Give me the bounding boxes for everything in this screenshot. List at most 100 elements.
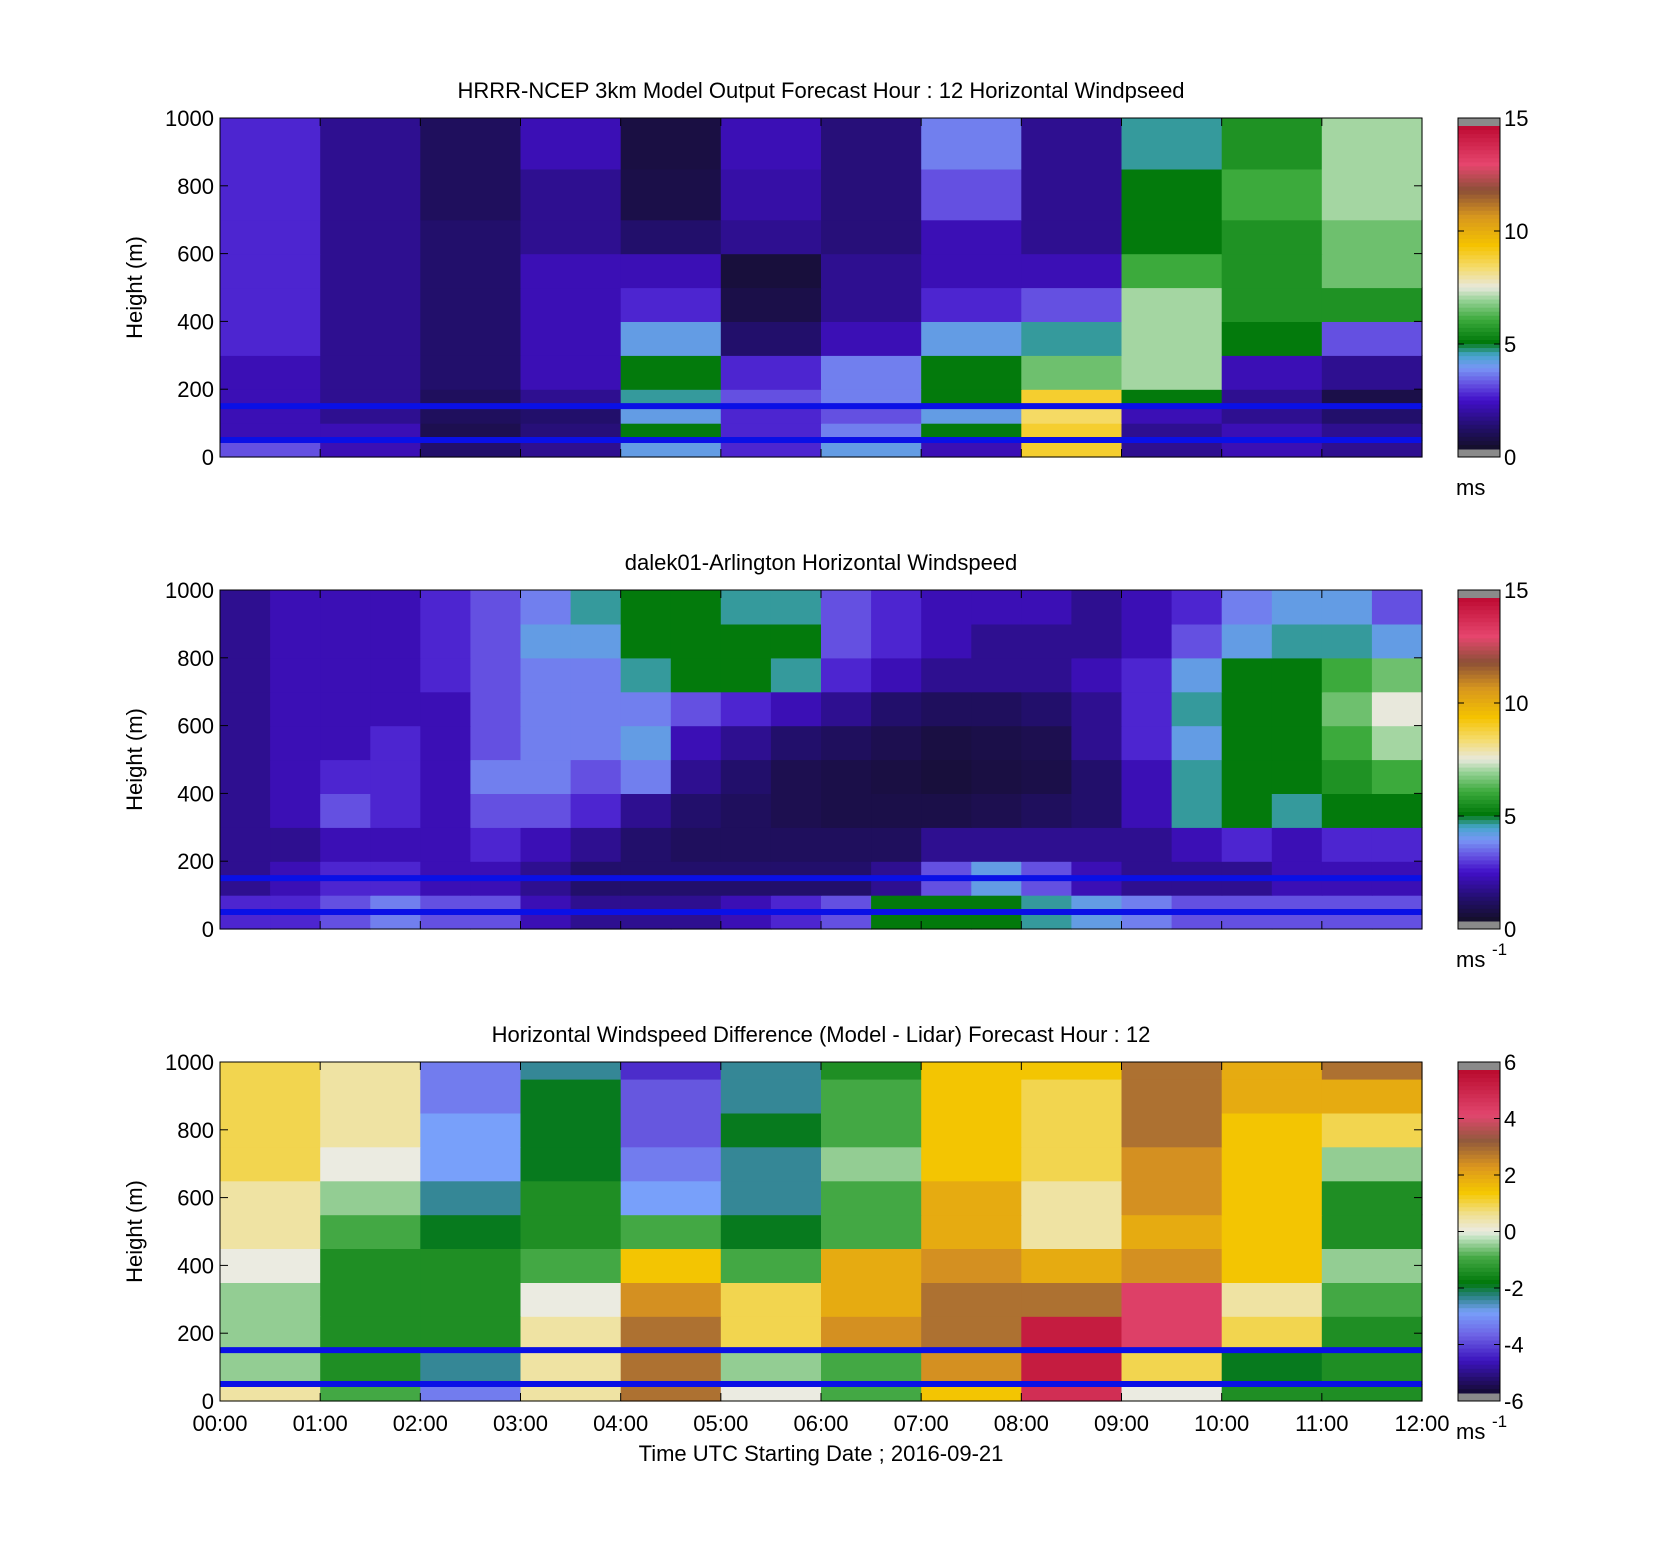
heatmap-cell: [1321, 219, 1423, 255]
heatmap-cell: [720, 253, 822, 289]
colorbar-segment: [1458, 811, 1500, 817]
colorbar-segment: [1458, 154, 1500, 159]
colorbar-segment: [1458, 1292, 1500, 1297]
colorbar-segment: [1458, 1320, 1500, 1325]
heatmap-cell: [420, 389, 522, 407]
heatmap-cell: [921, 1282, 1022, 1317]
y-tick-label: 0: [202, 917, 214, 942]
heatmap-cell: [620, 793, 672, 828]
heatmap-cell: [1221, 1079, 1323, 1114]
colorbar-segment: [1458, 658, 1500, 664]
heatmap-cell: [220, 1282, 321, 1317]
heatmap-cell: [520, 590, 572, 625]
heatmap-cell: [821, 1384, 922, 1402]
colorbar-segment: [1458, 892, 1500, 898]
heatmap-cell: [1321, 321, 1423, 356]
colorbar-segment: [1458, 1110, 1500, 1115]
heatmap-cell: [620, 1384, 722, 1402]
colorbar-segment: [1458, 388, 1500, 393]
colorbar-segment: [1458, 178, 1500, 184]
colorbar-segment: [1458, 158, 1500, 163]
colorbar-segment: [1458, 868, 1500, 874]
colorbar-segment: [1458, 646, 1500, 651]
heatmap-cell: [1021, 725, 1072, 761]
heatmap-cell: [821, 355, 922, 390]
heatmap-cell: [1071, 725, 1123, 761]
colorbar-segment: [1458, 230, 1500, 236]
heatmap-cell: [620, 827, 672, 862]
colorbar-tick-label: 2: [1504, 1163, 1516, 1188]
heatmap-cell: [1321, 1146, 1423, 1182]
heatmap-cell: [921, 1062, 1022, 1080]
heatmap-cell: [1021, 1350, 1123, 1385]
heatmap-cell: [720, 1282, 822, 1317]
heatmap-cell: [620, 590, 672, 625]
heatmap-cell: [1221, 253, 1323, 289]
heatmap-cell: [720, 623, 772, 659]
colorbar-segment: [1458, 654, 1500, 660]
colorbar-segment: [1458, 880, 1500, 886]
heatmap-cell: [1071, 623, 1123, 659]
colorbar-segment: [1458, 303, 1500, 309]
colorbar-segment: [1458, 315, 1500, 321]
colorbar-tick-label: 5: [1504, 804, 1516, 829]
colorbar-segment: [1458, 142, 1500, 147]
heatmap-cell: [520, 253, 622, 289]
colorbar-segment: [1458, 828, 1500, 833]
heatmap-cell: [1321, 168, 1423, 221]
heatmap-cell: [1021, 827, 1072, 862]
colorbar-segment: [1458, 251, 1500, 256]
heatmap-cell: [720, 287, 822, 322]
colorbar-segment: [1458, 690, 1500, 696]
heatmap-cell: [1321, 406, 1423, 424]
heatmap-cell: [320, 1282, 421, 1317]
y-tick-label: 800: [177, 174, 214, 199]
heatmap-cell: [1121, 590, 1173, 625]
heatmap-cell: [270, 759, 321, 794]
colorbar-segment: [1458, 206, 1500, 212]
colorbar-segment: [1458, 275, 1500, 280]
colorbar-segment: [1458, 820, 1500, 825]
heatmap-cell: [821, 423, 922, 441]
heatmap-cell: [1221, 691, 1273, 727]
heatmap-cell: [570, 827, 622, 862]
heatmap-cell: [620, 1146, 722, 1182]
colorbar-segment: [1458, 1158, 1500, 1164]
heatmap-cell: [1021, 1282, 1123, 1317]
heatmap-cell: [520, 1248, 622, 1283]
colorbar-segment: [1458, 1227, 1500, 1232]
heatmap-cell: [1321, 440, 1423, 458]
colorbar-segment: [1458, 698, 1500, 704]
colorbar-segment: [1458, 380, 1500, 385]
heatmap-cell: [1321, 1180, 1423, 1216]
colorbar-segment: [1458, 1078, 1500, 1083]
heatmap-cell: [1071, 590, 1123, 625]
heatmap-cell: [1021, 423, 1123, 441]
y-tick-label: 400: [177, 1253, 214, 1278]
heatmap-cell: [220, 406, 321, 424]
heatmap-cell: [620, 253, 722, 289]
heatmap-cell: [1071, 827, 1123, 862]
heatmap-cell: [1021, 1146, 1123, 1182]
colorbar-segment: [1458, 860, 1500, 865]
colorbar-segment: [1458, 210, 1500, 216]
colorbar-segment: [1458, 307, 1500, 313]
chart-title: dalek01-Arlington Horizontal Windspeed: [625, 550, 1018, 575]
heatmap-cell: [971, 793, 1022, 828]
colorbar-segment: [1458, 1243, 1500, 1249]
heatmap-cell: [1121, 1079, 1223, 1114]
heatmap-cell: [720, 355, 822, 390]
heatmap-cell: [1121, 219, 1223, 255]
heatmap-cell: [821, 1214, 922, 1249]
heatmap-cell: [570, 590, 622, 625]
heatmap-cell: [720, 219, 822, 255]
heatmap-cell: [971, 590, 1022, 625]
heatmap-cell: [1271, 793, 1323, 828]
colorbar-segment: [1458, 1074, 1500, 1079]
heatmap-cell: [1071, 793, 1123, 828]
heatmap-cell: [420, 168, 522, 221]
colorbar-segment: [1458, 686, 1500, 692]
colorbar-segment: [1458, 319, 1500, 325]
heatmap-cell: [620, 168, 722, 221]
colorbar-segment: [1458, 622, 1500, 627]
